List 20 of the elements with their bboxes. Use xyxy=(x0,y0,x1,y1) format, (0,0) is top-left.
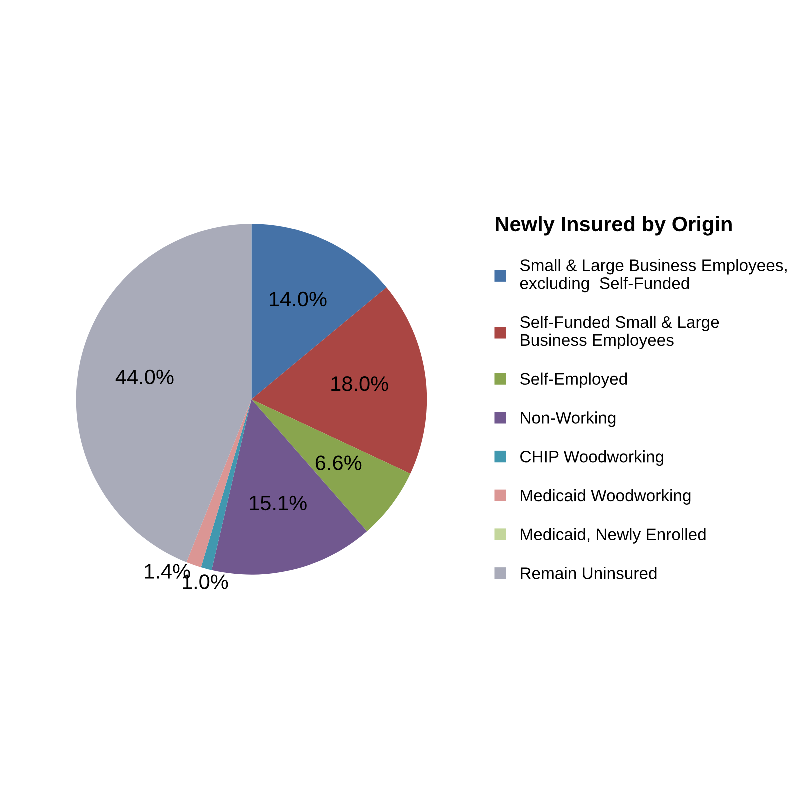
data-label: 14.0% xyxy=(270,292,327,307)
data-label: 6.6% xyxy=(316,456,362,470)
pie-slice xyxy=(252,288,428,474)
legend-label: CHIP Woodworking xyxy=(520,450,664,466)
legend-label: Medicaid Woodworking xyxy=(521,489,691,505)
legend-label: Medicaid, Newly Enrolled xyxy=(521,528,706,544)
data-label: 18.0% xyxy=(332,376,388,392)
pie-slice xyxy=(252,224,387,400)
legend-label: Remain Uninsured xyxy=(521,567,657,580)
legend-title: Newly Insured by Origin xyxy=(496,216,732,236)
legend-label: Non-Working xyxy=(521,412,616,428)
legend-label: Small & Large Business Employees, excluding Self-Funded xyxy=(520,259,787,293)
pie-slice xyxy=(252,400,411,532)
legend-label: Self-Funded Small & Large Business Employees xyxy=(520,316,720,350)
pie-slice xyxy=(212,400,368,575)
pie-slice xyxy=(76,224,252,562)
pie-slice xyxy=(201,400,252,570)
data-label: 44.0% xyxy=(116,370,174,385)
data-label: 15.1% xyxy=(250,496,307,511)
legend-label: Self-Employed xyxy=(520,372,628,388)
